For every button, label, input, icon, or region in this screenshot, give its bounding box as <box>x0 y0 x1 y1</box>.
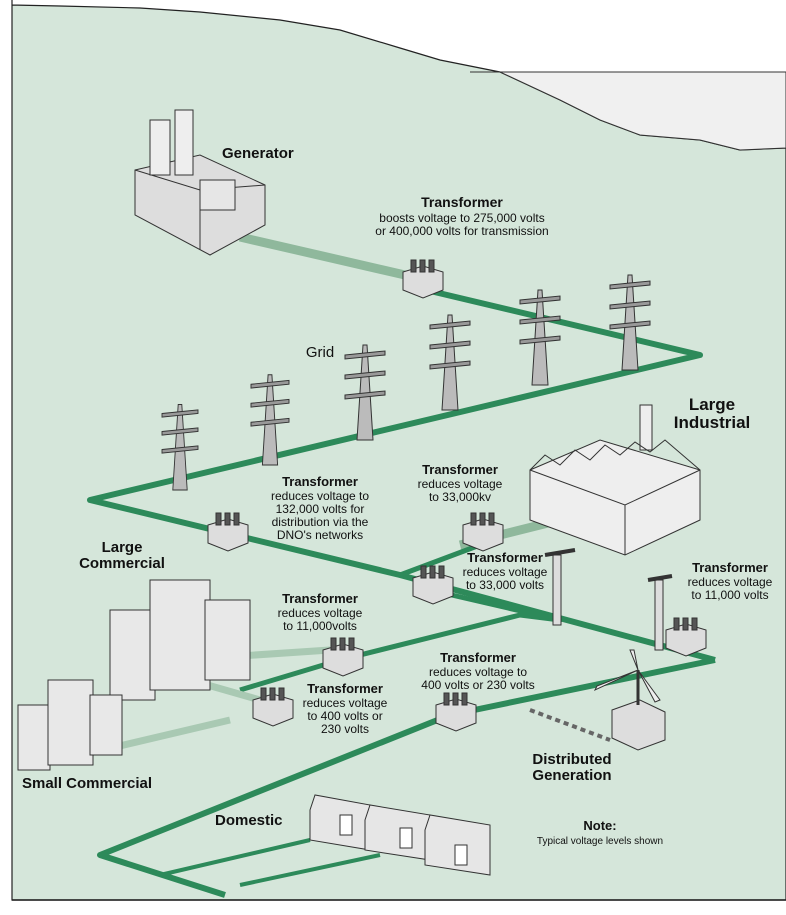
label-text: 400 volts or 230 volts <box>421 678 534 692</box>
bushing <box>429 260 434 272</box>
bushing <box>683 618 688 630</box>
label-title: Generator <box>222 145 294 162</box>
label-title: Transformer <box>467 550 543 565</box>
label-title: Commercial <box>79 555 165 572</box>
bushing <box>480 513 485 525</box>
label-title: Transformer <box>421 194 503 210</box>
label-text: to 11,000 volts <box>691 588 768 602</box>
bushing <box>692 618 697 630</box>
label-text: boosts voltage to 275,000 volts <box>379 211 544 225</box>
bushing <box>444 693 449 705</box>
label-text: to 33,000kv <box>429 490 491 504</box>
label-text: reduces voltage <box>688 575 773 589</box>
bushing <box>234 513 239 525</box>
bushing <box>279 688 284 700</box>
bushing <box>225 513 230 525</box>
bushing <box>489 513 494 525</box>
label-title: Transformer <box>422 462 498 477</box>
label-text: to 33,000 volts <box>466 578 544 592</box>
label-title: Large <box>102 539 143 556</box>
bushing <box>421 566 426 578</box>
bushing <box>411 260 416 272</box>
bushing <box>462 693 467 705</box>
label-title: Transformer <box>692 560 768 575</box>
label-text: Typical voltage levels shown <box>537 836 663 847</box>
bushing <box>349 638 354 650</box>
bushing <box>471 513 476 525</box>
bushing <box>270 688 275 700</box>
bushing <box>430 566 435 578</box>
label-text: reduces voltage to <box>271 489 369 503</box>
bushing <box>439 566 444 578</box>
label-text: or 400,000 volts for transmission <box>375 224 548 238</box>
label-title: Transformer <box>282 474 358 489</box>
bushing <box>261 688 266 700</box>
label-title: Transformer <box>307 681 383 696</box>
label-text: reduces voltage <box>303 696 388 710</box>
label-text: reduces voltage <box>278 606 363 620</box>
label-text: reduces voltage to <box>429 665 527 679</box>
label-title: Domestic <box>215 812 283 829</box>
diagram: GeneratorTransformerboosts voltage to 27… <box>0 0 786 915</box>
label-title: Large <box>689 395 735 414</box>
label-title: Generation <box>532 767 611 784</box>
label-text: 132,000 volts for <box>276 502 365 516</box>
bushing <box>420 260 425 272</box>
label-text: reduces voltage <box>418 477 503 491</box>
label-title: Distributed <box>532 751 611 768</box>
label-text: DNO's networks <box>277 528 363 542</box>
bushing <box>453 693 458 705</box>
label-title: Transformer <box>282 591 358 606</box>
label-title: Note: <box>583 818 616 833</box>
bushing <box>216 513 221 525</box>
bushing <box>331 638 336 650</box>
label-text: to 400 volts or <box>307 709 382 723</box>
label-text: reduces voltage <box>463 565 548 579</box>
label-text: to 11,000volts <box>283 619 357 633</box>
label-text: 230 volts <box>321 722 369 736</box>
bushing <box>340 638 345 650</box>
bushing <box>674 618 679 630</box>
label-title: Transformer <box>440 650 516 665</box>
label-title: Industrial <box>674 413 751 432</box>
label-text: Grid <box>306 344 334 361</box>
label-text: distribution via the <box>272 515 369 529</box>
label-title: Small Commercial <box>22 775 152 792</box>
